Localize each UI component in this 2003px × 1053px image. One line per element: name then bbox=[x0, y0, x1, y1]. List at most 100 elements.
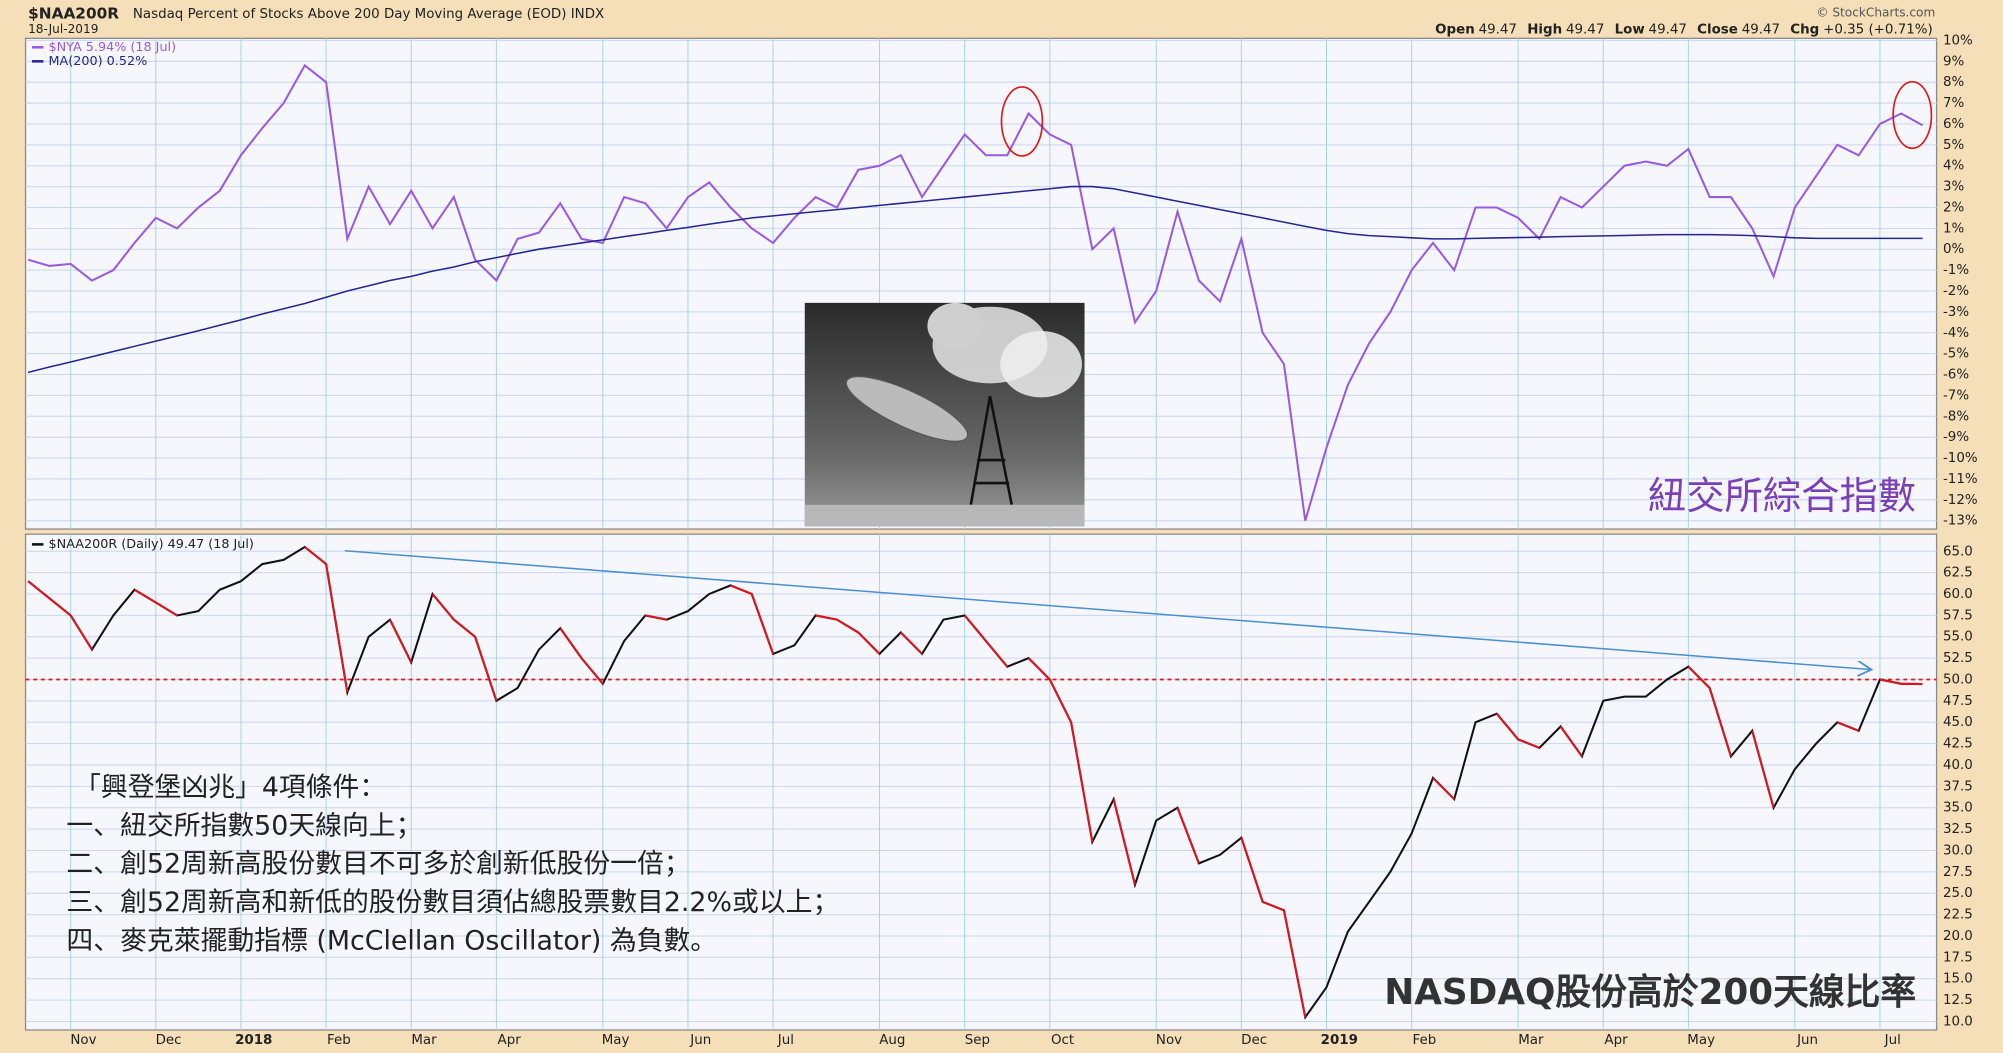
y-tick-label: -1% bbox=[1943, 263, 1969, 278]
decline-segment bbox=[1282, 910, 1307, 1018]
y-tick-label: -9% bbox=[1943, 430, 1969, 445]
y-tick-label: 37.5 bbox=[1943, 779, 1973, 794]
decline-segment bbox=[69, 614, 93, 651]
marks: $NYA 5.94% (18 Jul)MA(200) 0.52% $NAA200R… bbox=[25, 40, 1937, 1020]
decline-segment bbox=[730, 584, 753, 595]
x-tick-label: May bbox=[1687, 1033, 1715, 1048]
quote-value: 49.47 bbox=[1566, 22, 1604, 37]
decline-segment bbox=[474, 636, 498, 702]
series-line bbox=[27, 185, 1923, 374]
decline-segment bbox=[134, 588, 157, 604]
quote-value: +0.35 (+0.71%) bbox=[1823, 22, 1933, 37]
y-tick-label: 6% bbox=[1943, 117, 1964, 132]
x-tick-label: 2019 bbox=[1321, 1033, 1358, 1048]
y-tick-label: 57.5 bbox=[1943, 608, 1973, 623]
note-line: 「興登堡凶兆」4項條件： bbox=[74, 772, 386, 803]
copyright: © StockCharts.com bbox=[1816, 5, 1935, 19]
y-tick-label: 25.0 bbox=[1943, 886, 1973, 901]
y-tick-label: -3% bbox=[1943, 305, 1969, 320]
y-tick-label: -13% bbox=[1943, 514, 1978, 529]
y-tick-label: 40.0 bbox=[1943, 758, 1973, 773]
x-tick-label: 2018 bbox=[235, 1033, 272, 1048]
note-line: 三、創52周新高和新低的股份數目須佔總股票數目2.2%或以上； bbox=[66, 887, 839, 918]
highlight-circle bbox=[1892, 80, 1933, 150]
y-tick-label: 35.0 bbox=[1943, 801, 1973, 816]
x-tick-label: Dec bbox=[1241, 1033, 1267, 1048]
y-tick-label: 52.5 bbox=[1943, 651, 1973, 666]
y-tick-label: 8% bbox=[1943, 75, 1964, 90]
series-line bbox=[27, 63, 1924, 522]
decline-segment bbox=[304, 546, 327, 565]
x-tick-label: Feb bbox=[1413, 1033, 1437, 1048]
quote-value: 49.47 bbox=[1742, 22, 1780, 37]
y-tick-label: -4% bbox=[1943, 326, 1969, 341]
y-tick-label: 5% bbox=[1943, 138, 1964, 153]
x-tick-label: Mar bbox=[411, 1033, 437, 1048]
decline-segment bbox=[1070, 722, 1094, 843]
decline-segment bbox=[453, 618, 476, 638]
y-tick-label: 10% bbox=[1943, 33, 1973, 48]
decline-segment bbox=[1751, 730, 1775, 809]
y-tick-label: 15.0 bbox=[1943, 972, 1973, 987]
x-tick-label: Apr bbox=[498, 1033, 522, 1048]
x-tick-label: Jun bbox=[1796, 1033, 1818, 1048]
note-line: 二、創52周新高股份數目不可多於創新低股份一倍； bbox=[66, 849, 690, 880]
y-tick-label: -8% bbox=[1943, 409, 1969, 424]
decline-segment bbox=[836, 618, 859, 634]
decline-segment bbox=[48, 597, 72, 617]
y-tick-label: 30.0 bbox=[1943, 843, 1973, 858]
legend-label: $NAA200R (Daily) 49.47 (18 Jul) bbox=[49, 537, 254, 552]
decline-segment bbox=[1708, 687, 1732, 757]
x-tick-label: Aug bbox=[879, 1033, 905, 1048]
y-tick-label: 62.5 bbox=[1943, 566, 1973, 581]
decline-segment bbox=[645, 614, 667, 621]
y-tick-label: 7% bbox=[1943, 96, 1964, 111]
x-tick-label: Jun bbox=[689, 1033, 711, 1048]
y-tick-label: 50.0 bbox=[1943, 672, 1973, 687]
x-tick-label: Dec bbox=[156, 1033, 182, 1048]
y-tick-label: 0% bbox=[1943, 242, 1964, 257]
decline-segment bbox=[1176, 807, 1200, 864]
decline-segment bbox=[1240, 837, 1264, 903]
y-tick-label: 3% bbox=[1943, 180, 1964, 195]
y-tick-label: 65.0 bbox=[1943, 544, 1973, 559]
trend-arrow bbox=[344, 550, 1872, 670]
quote-label: Chg bbox=[1790, 22, 1819, 37]
y-tick-label: 45.0 bbox=[1943, 715, 1973, 730]
x-tick-label: Nov bbox=[70, 1033, 96, 1048]
y-tick-label: 17.5 bbox=[1943, 950, 1973, 965]
legend-label: $NYA 5.94% (18 Jul) bbox=[49, 40, 177, 55]
decline-segment bbox=[27, 580, 51, 600]
y-tick-label: 42.5 bbox=[1943, 737, 1973, 752]
decline-segment bbox=[1432, 777, 1455, 800]
decline-segment bbox=[1879, 678, 1902, 685]
x-tick-label: Mar bbox=[1518, 1033, 1544, 1048]
quote-label: Low bbox=[1615, 22, 1645, 37]
decline-segment bbox=[900, 631, 923, 655]
quote-label: Close bbox=[1697, 22, 1738, 37]
legend-label: MA(200) 0.52% bbox=[49, 54, 148, 69]
x-tick-label: Jul bbox=[777, 1033, 794, 1048]
y-tick-label: 2% bbox=[1943, 200, 1964, 215]
decline-segment bbox=[431, 593, 455, 621]
x-tick-label: Nov bbox=[1156, 1033, 1182, 1048]
decline-segment bbox=[1517, 738, 1540, 749]
decline-segment bbox=[1559, 725, 1583, 758]
x-tick-label: Oct bbox=[1051, 1033, 1074, 1048]
decline-segment bbox=[985, 640, 1009, 668]
y-tick-label: -10% bbox=[1943, 451, 1978, 466]
x-tick-label: Sep bbox=[965, 1033, 990, 1048]
quote-value: 49.47 bbox=[1479, 22, 1517, 37]
x-tick-label: Feb bbox=[327, 1033, 351, 1048]
decline-segment bbox=[963, 614, 987, 642]
decline-segment bbox=[1496, 713, 1519, 740]
note-line: 四、麥克萊擺動指標 (McClellan Oscillator) 為負數。 bbox=[66, 925, 717, 956]
decline-segment bbox=[1027, 657, 1051, 681]
decline-segment bbox=[1262, 900, 1285, 912]
y-tick-label: 60.0 bbox=[1943, 587, 1973, 602]
decline-segment bbox=[1048, 679, 1073, 723]
decline-segment bbox=[580, 657, 604, 685]
y-tick-label: 32.5 bbox=[1943, 822, 1973, 837]
